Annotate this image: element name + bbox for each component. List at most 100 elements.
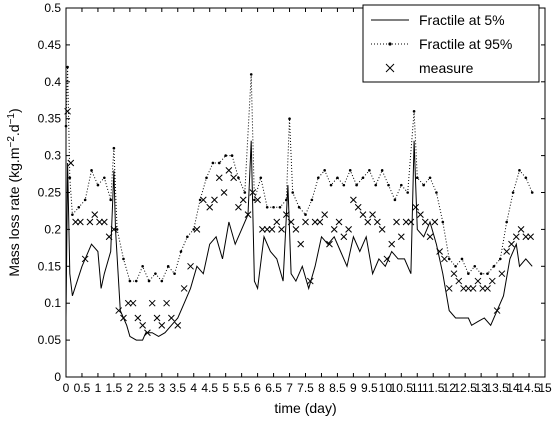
fractile-95-point (166, 265, 170, 268)
x-tick-label: 9.5 (361, 381, 378, 395)
fractile-95-point (160, 279, 164, 283)
measure-point (397, 233, 405, 241)
fractile-95-point (173, 272, 176, 275)
measure-point (297, 240, 305, 248)
measure-point-stroke (72, 218, 79, 226)
measure-point-stroke (273, 218, 281, 226)
measure-point-stroke (225, 167, 233, 174)
measure-point-stroke (359, 211, 367, 218)
x-tick-label: 4 (190, 381, 197, 395)
measure-point (268, 226, 276, 233)
measure-point (316, 218, 324, 226)
measure-point (282, 211, 290, 218)
x-tick-label: 3 (158, 381, 165, 395)
y-tick-label: 0.35 (38, 112, 62, 126)
measure-point (402, 218, 410, 226)
measure-point-stroke (460, 285, 467, 292)
measure-point (326, 240, 333, 248)
measure-point (230, 174, 238, 182)
x-tick-label: 6 (254, 381, 261, 395)
measure-point-stroke (187, 262, 194, 270)
measure-point-stroke (163, 299, 170, 307)
fractile-95-point (348, 169, 352, 172)
y-tick-label: 0.1 (44, 296, 61, 310)
measure-point-stroke (193, 226, 201, 233)
legend-label-5: Fractile at 5% (419, 12, 505, 28)
y-axis-label-end: ) (6, 108, 22, 113)
measure-point (174, 321, 182, 329)
x-tick-label: 3.5 (169, 381, 186, 395)
fractile-95-point (285, 198, 288, 202)
x-tick-label: 0 (63, 381, 70, 395)
fractile-95-point (380, 169, 384, 172)
measure-point-stroke (206, 203, 214, 211)
measure-point (168, 314, 175, 322)
measure-point-stroke (124, 299, 132, 307)
measure-point-stroke (211, 196, 218, 204)
measure-point (393, 218, 400, 226)
measure-point (373, 218, 381, 226)
x-tick-label: 4.5 (201, 381, 218, 395)
fractile-95-point (447, 257, 451, 261)
measure-point-stroke (129, 299, 137, 307)
fractile-95-point (454, 265, 457, 268)
fractile-95-point (198, 198, 202, 202)
measure-point-stroke (417, 211, 424, 218)
y-axis-label-mid: .d (6, 124, 22, 136)
measure-point (517, 226, 525, 233)
fractile-95-point (122, 257, 125, 261)
fractile-95-point (179, 250, 183, 253)
measure-point (431, 218, 439, 226)
measure-point (311, 218, 319, 226)
fractile-95-point (211, 161, 215, 165)
measure-point-stroke (397, 233, 405, 241)
measure-point-stroke (474, 277, 482, 285)
measure-point-stroke (120, 314, 127, 322)
fractile-95-point (467, 272, 470, 275)
axes (65, 7, 546, 378)
fractile-95-point (387, 183, 390, 187)
measure-point (153, 314, 161, 322)
fractile-95-point (109, 198, 113, 202)
measure-point (211, 196, 218, 204)
fractile-95-point (259, 176, 263, 180)
measure-point-stroke (508, 240, 515, 248)
fractile-95-point (192, 228, 196, 231)
fractile-95-point (460, 257, 464, 261)
measure-point-stroke (297, 240, 305, 248)
measure-point (455, 277, 463, 285)
measure-point-stroke (402, 218, 410, 226)
fractile-95-point (134, 279, 138, 283)
measure-point-stroke (249, 189, 257, 196)
measure-point (91, 211, 99, 218)
measure-point (86, 218, 94, 226)
measure-point (369, 211, 376, 218)
measure-point-stroke (469, 285, 477, 292)
measure-point (493, 307, 501, 314)
tick-labels: 0 0.5 1 1.5 2 2.5 3 3.5 4 4.5 5 5.5 6 6.5 7 7.5 8 8.5 9 9.5… (38, 1, 552, 395)
fractile-95-point (112, 146, 116, 150)
measure-point (163, 299, 170, 307)
measure-point-stroke (86, 218, 94, 226)
x-axis-label: time (day) (274, 400, 336, 416)
measure-point (340, 233, 348, 241)
measure-point (354, 203, 362, 211)
measure-point-stroke (369, 211, 376, 218)
measure-point (460, 285, 467, 292)
fractile-95-point (249, 73, 253, 76)
fractile-95-point (374, 183, 378, 187)
measure-point-stroke (292, 226, 300, 233)
fractile-95-point (530, 191, 534, 194)
measure-point-stroke (512, 233, 520, 241)
measure-point-stroke (168, 314, 175, 322)
measure-point (77, 218, 84, 226)
measure-point-stroke (230, 174, 238, 182)
measure-point-stroke (67, 159, 75, 167)
measure-point (484, 285, 491, 292)
fractile-95-point (400, 183, 403, 187)
fractile-95-point (304, 213, 307, 216)
fractile-95-point (115, 228, 119, 231)
fractile-95-point (310, 198, 314, 202)
measure-point (254, 196, 261, 204)
fractile-95-point (77, 205, 81, 209)
